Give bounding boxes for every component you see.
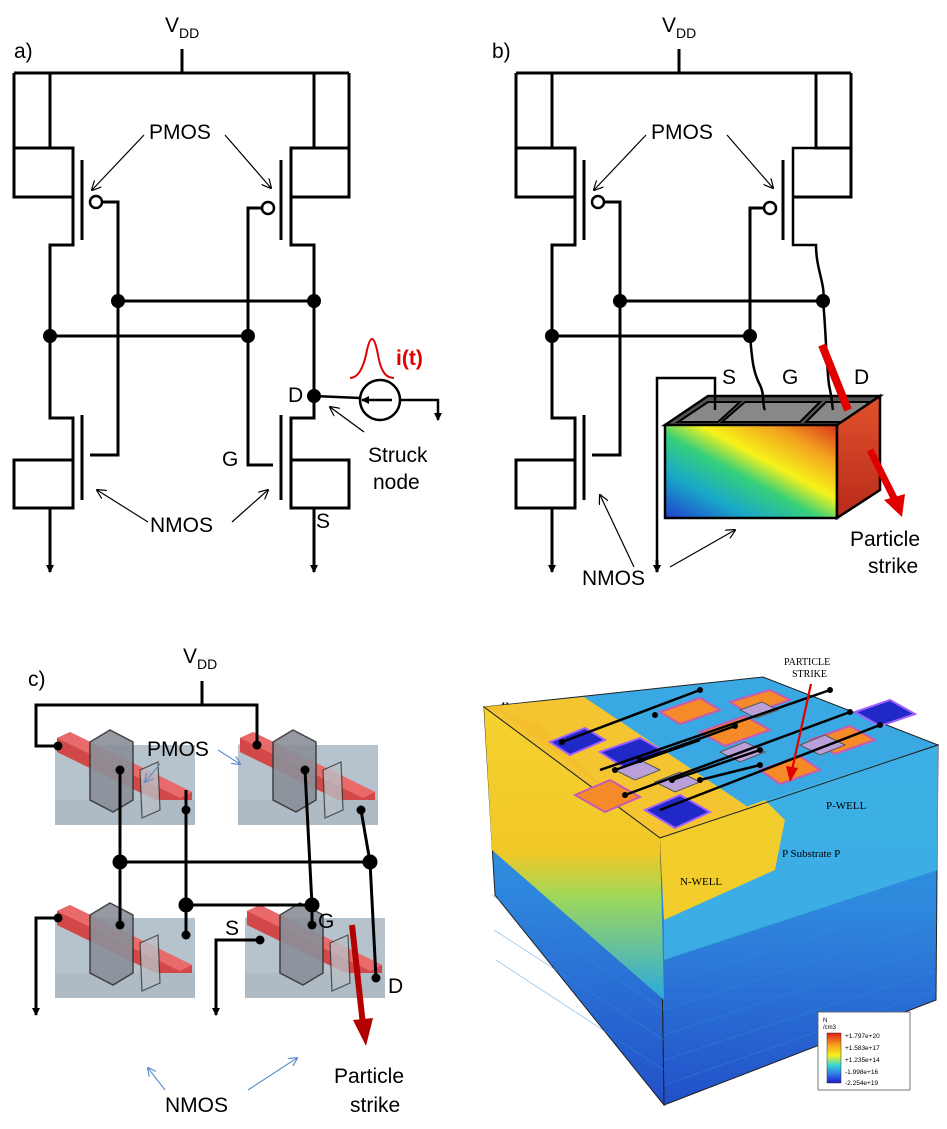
legend-value: +1.797e+20 (845, 1033, 880, 1040)
vdd-label-c: VDD (183, 645, 217, 672)
particle-label-b-2: strike (868, 555, 918, 578)
particle-label-b-1: Particle (850, 528, 920, 551)
nwell-label: N-WELL (680, 876, 722, 888)
nmos-label-b: NMOS (582, 567, 645, 590)
nmos-label-c: NMOS (165, 1094, 228, 1117)
legend-title: N (823, 1018, 827, 1024)
gate-label: G (222, 448, 238, 471)
pmos-label: PMOS (149, 121, 211, 144)
struck-label-1: Struck (368, 444, 428, 467)
panel-a: a) VDD (12, 14, 442, 573)
legend-unit: /cm3 (823, 1025, 837, 1031)
nmos-device-right (245, 902, 385, 998)
legend-value: +1.583e+17 (845, 1045, 880, 1052)
device-side-face (835, 393, 882, 521)
vdd-label: VDD (165, 14, 199, 41)
source-label-c: S (225, 917, 239, 940)
particle-label-c-2: strike (350, 1094, 400, 1117)
particle-track-top (818, 343, 852, 412)
gate-label-c: G (318, 910, 334, 933)
panel-c-tag: c) (28, 668, 46, 691)
source-label: S (316, 510, 330, 533)
vdd-wire-c (34, 681, 204, 748)
nmos-device-left (55, 902, 195, 998)
pmos-left-body (12, 73, 73, 199)
panel-b: b) VDD (492, 14, 905, 573)
gate-label-b: G (782, 366, 798, 389)
panel-b-tag: b) (492, 40, 511, 63)
drain-label-b: D (854, 366, 869, 389)
device-front-face (663, 423, 839, 520)
panel-b-labels: PMOS NMOS S G D Particle strike (582, 121, 920, 590)
pmos-label-c: PMOS (147, 738, 209, 761)
current-label: i(t) (396, 347, 423, 370)
particle-label-d-1: PARTICLE (784, 657, 830, 668)
particle-track-c (349, 924, 366, 1026)
panel-b-dots (545, 294, 830, 343)
panel-a-tag: a) (14, 40, 33, 63)
panel-c: c) VDD (28, 645, 404, 1117)
panel-d: d) (482, 657, 940, 1107)
legend-value: -2.254e+19 (845, 1080, 878, 1087)
legend-colorbar (826, 1032, 842, 1084)
source-label-b: S (722, 366, 736, 389)
pmos-label-b: PMOS (651, 121, 713, 144)
particle-label-c-1: Particle (334, 1065, 404, 1088)
particle-track-d (790, 683, 813, 771)
legend-value: -1.998e+16 (845, 1069, 878, 1076)
pmos-device-left (55, 729, 195, 825)
nmos-label: NMOS (150, 514, 213, 537)
current-pulse-icon (349, 337, 395, 379)
substrate-label: P Substrate P (782, 848, 840, 860)
drain-label: D (288, 384, 303, 407)
vdd-label-b: VDD (662, 14, 696, 41)
legend-value: +1.235e+14 (845, 1057, 880, 1064)
particle-arrowhead-c (353, 1018, 373, 1046)
drain-label-c: D (388, 975, 403, 998)
struck-label-2: node (373, 471, 420, 494)
pmos-left-bubble (88, 194, 104, 210)
concentration-legend: N /cm3 +1.797e+20 +1.583e+17 +1.235e+14 … (817, 1011, 911, 1091)
pwell-label: P-WELL (826, 800, 867, 812)
panel-a-dots (43, 294, 321, 403)
particle-arrowhead (884, 494, 905, 517)
panel-a-labels: PMOS NMOS G D S Struck node (92, 121, 428, 537)
particle-label-d-2: STRIKE (792, 669, 827, 680)
struck-arrow (330, 407, 365, 433)
pmos-right-bubble (260, 200, 276, 216)
nwell-region (660, 800, 785, 920)
